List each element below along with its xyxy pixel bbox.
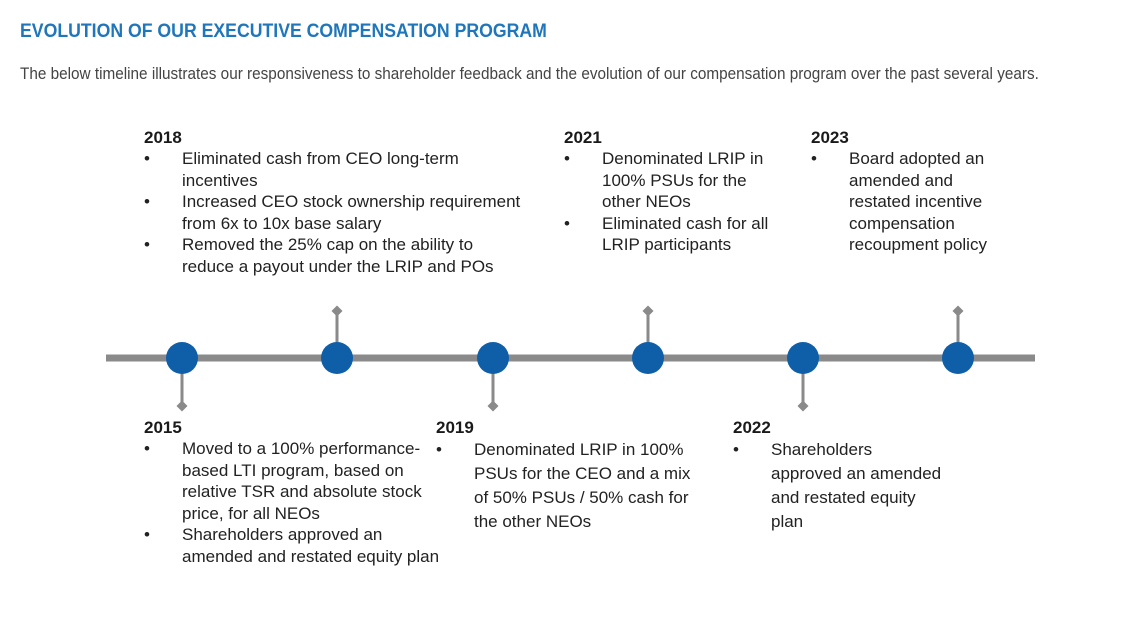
- bullet-icon: •: [811, 149, 817, 168]
- event-2021: 2021 • Denominated LRIP in 100% PSUs for …: [564, 128, 779, 256]
- bullet-item: • Denominated LRIP in 100% PSUs for the o…: [564, 149, 764, 211]
- event-year: 2018: [144, 128, 182, 147]
- bullet-icon: •: [564, 213, 570, 233]
- bullet-icon: •: [144, 439, 150, 458]
- intro-text: The below timeline illustrates our respo…: [20, 64, 1039, 83]
- bullet-icon: •: [144, 149, 150, 168]
- event-year: 2022: [733, 418, 771, 437]
- bullet-icon: •: [733, 440, 739, 459]
- bullet-item: • Removed the 25% cap on the ability to r…: [144, 235, 494, 276]
- page-title: EVOLUTION OF OUR EXECUTIVE COMPENSATION …: [20, 21, 547, 42]
- connector-tip-2019: [487, 400, 499, 412]
- bullet-item: • Increased CEO stock ownership requireme…: [144, 192, 521, 233]
- event-2015: 2015 • Moved to a 100% performance-based …: [144, 418, 444, 567]
- event-bullets: • Board adopted an amended and restated i…: [811, 148, 1016, 256]
- event-bullets: • Denominated LRIP in 100% PSUs for the C…: [436, 438, 698, 534]
- event-year: 2019: [436, 418, 474, 437]
- event-bullets: • Denominated LRIP in 100% PSUs for the o…: [564, 148, 779, 256]
- timeline-node-2019: [477, 342, 509, 374]
- timeline-node-2022: [787, 342, 819, 374]
- connector-tip-2021: [642, 305, 654, 317]
- bullet-item: • Shareholders approved an amended and re…: [733, 440, 942, 531]
- bullet-icon: •: [144, 192, 150, 211]
- timeline-node-2021: [632, 342, 664, 374]
- event-2023: 2023 • Board adopted an amended and resta…: [811, 128, 1016, 256]
- bullet-item: • Eliminated cash for all LRIP participan…: [564, 213, 769, 255]
- connector-tip-2018: [331, 305, 343, 317]
- event-bullets: • Moved to a 100% performance-based LTI p…: [144, 438, 444, 567]
- nodes: [166, 342, 974, 374]
- event-bullets: • Eliminated cash from CEO long-term ince…: [144, 148, 524, 277]
- event-year: 2015: [144, 418, 182, 437]
- bullet-icon: •: [436, 440, 442, 459]
- bullet-icon: •: [144, 525, 150, 544]
- event-year: 2021: [564, 128, 602, 147]
- connector-tip-2015: [176, 400, 188, 412]
- event-bullets: • Shareholders approved an amended and re…: [733, 438, 943, 534]
- bullet-item: • Eliminated cash from CEO long-term ince…: [144, 149, 459, 190]
- event-2022: 2022 • Shareholders approved an amended a…: [733, 418, 943, 534]
- connector-tip-2022: [797, 400, 809, 412]
- timeline-node-2015: [166, 342, 198, 374]
- connector-tip-2023: [952, 305, 964, 317]
- event-year: 2023: [811, 128, 849, 147]
- event-2018: 2018 • Eliminated cash from CEO long-term…: [144, 128, 524, 277]
- bullet-item: • Board adopted an amended and restated i…: [811, 149, 987, 254]
- timeline-node-2018: [321, 342, 353, 374]
- event-2019: 2019 • Denominated LRIP in 100% PSUs for …: [436, 418, 698, 534]
- bullet-item: • Denominated LRIP in 100% PSUs for the C…: [436, 440, 691, 531]
- bullet-item: • Shareholders approved an amended and re…: [144, 525, 440, 566]
- bullet-icon: •: [144, 235, 150, 254]
- timeline-node-2023: [942, 342, 974, 374]
- bullet-item: • Moved to a 100% performance-based LTI p…: [144, 439, 422, 523]
- bullet-icon: •: [564, 149, 570, 168]
